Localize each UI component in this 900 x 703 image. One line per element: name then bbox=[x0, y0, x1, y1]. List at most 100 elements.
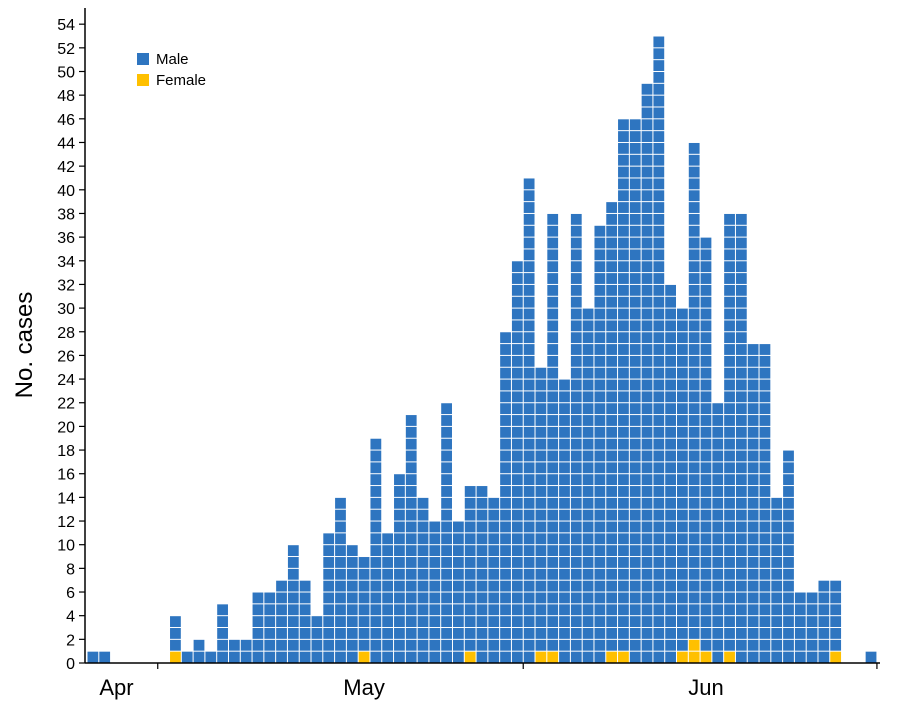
bar-block-male bbox=[735, 592, 747, 604]
bar-block-male bbox=[570, 320, 582, 332]
bar-block-male bbox=[382, 639, 394, 651]
bar-block-male bbox=[582, 415, 594, 426]
y-tick-label: 26 bbox=[57, 348, 75, 365]
bar-block-male bbox=[641, 178, 653, 190]
bar-block-male bbox=[712, 616, 724, 628]
y-tick-label: 22 bbox=[57, 396, 75, 413]
bar-block-male bbox=[523, 628, 535, 639]
bar-block-male bbox=[641, 190, 653, 202]
bar-block-male bbox=[724, 308, 735, 320]
bar-block-male bbox=[700, 415, 712, 426]
bar-block-male bbox=[582, 426, 594, 438]
bar-block-male bbox=[535, 521, 547, 533]
bar-block-male bbox=[783, 545, 794, 557]
bar-block-male bbox=[700, 308, 712, 320]
bar-block-male bbox=[712, 450, 724, 462]
x-month-label: May bbox=[343, 675, 385, 700]
bar-block-male bbox=[441, 462, 452, 474]
bar-block-male bbox=[700, 261, 712, 273]
bar-block-male bbox=[370, 592, 382, 604]
bar-block-male bbox=[771, 521, 783, 533]
bar-block-male bbox=[712, 415, 724, 426]
bar-block-female bbox=[688, 639, 700, 651]
bar-block-male bbox=[700, 367, 712, 379]
bar-block-male bbox=[547, 628, 559, 639]
bar-block-male bbox=[370, 462, 382, 474]
bar-block-male bbox=[570, 415, 582, 426]
bar-block-male bbox=[759, 557, 771, 568]
bar-block-male bbox=[535, 592, 547, 604]
bar-block-male bbox=[606, 628, 618, 639]
bar-block-male bbox=[700, 438, 712, 450]
bar-block-male bbox=[547, 273, 559, 284]
bar-block-male bbox=[500, 604, 511, 616]
bar-block-male bbox=[382, 568, 394, 580]
bar-block-male bbox=[511, 308, 523, 320]
bar-block-male bbox=[547, 509, 559, 521]
bar-block-male bbox=[358, 557, 370, 568]
bar-block-male bbox=[570, 628, 582, 639]
bar-block-male bbox=[582, 308, 594, 320]
bar-block-male bbox=[688, 486, 700, 497]
bar-block-male bbox=[582, 568, 594, 580]
bar-block-male bbox=[700, 557, 712, 568]
bar-block-male bbox=[594, 320, 606, 332]
bar-block-male bbox=[582, 639, 594, 651]
bar-block-male bbox=[794, 616, 806, 628]
bar-block-male bbox=[629, 604, 641, 616]
bar-block-male bbox=[606, 225, 618, 237]
bar-block-male bbox=[618, 332, 629, 344]
bar-block-male bbox=[335, 557, 346, 568]
bar-block-male bbox=[629, 284, 641, 296]
bar-block-male bbox=[394, 509, 405, 521]
bar-block-male bbox=[441, 403, 452, 415]
bar-block-male bbox=[677, 403, 688, 415]
bar-block-male bbox=[641, 438, 653, 450]
bar-block-male bbox=[618, 379, 629, 391]
bar-block-male bbox=[665, 474, 676, 486]
bar-block-male bbox=[618, 474, 629, 486]
bar-block-male bbox=[735, 237, 747, 249]
bar-block-male bbox=[641, 344, 653, 355]
bar-block-male bbox=[747, 367, 759, 379]
bar-block-male bbox=[629, 355, 641, 367]
bar-block-male bbox=[818, 628, 830, 639]
bar-block-male bbox=[488, 592, 500, 604]
bar-block-male bbox=[653, 486, 665, 497]
bar-block-male bbox=[287, 580, 299, 592]
bar-block-male bbox=[452, 521, 464, 533]
bar-block-male bbox=[747, 379, 759, 391]
bar-block-male bbox=[735, 521, 747, 533]
bar-block-male bbox=[629, 344, 641, 355]
bar-block-male bbox=[724, 426, 735, 438]
bar-block-male bbox=[747, 509, 759, 521]
bar-block-male bbox=[629, 202, 641, 213]
bar-block-male bbox=[405, 616, 417, 628]
bar-block-male bbox=[559, 568, 570, 580]
bar-block-male bbox=[523, 474, 535, 486]
bar-block-male bbox=[724, 261, 735, 273]
bar-block-male bbox=[417, 580, 429, 592]
bar-block-male bbox=[382, 533, 394, 545]
bar-block-male bbox=[618, 438, 629, 450]
y-tick-label: 10 bbox=[57, 538, 75, 555]
bar-block-male bbox=[547, 604, 559, 616]
bar-block-male bbox=[712, 568, 724, 580]
bar-block-male bbox=[500, 355, 511, 367]
bar-block-male bbox=[629, 616, 641, 628]
bar-block-male bbox=[735, 438, 747, 450]
bar-block-male bbox=[488, 557, 500, 568]
bar-block-male bbox=[735, 639, 747, 651]
bar-block-male bbox=[759, 592, 771, 604]
bar-block-male bbox=[335, 509, 346, 521]
bar-block-male bbox=[747, 415, 759, 426]
bar-block-male bbox=[523, 261, 535, 273]
bar-block-male bbox=[653, 237, 665, 249]
bar-block-male bbox=[264, 592, 276, 604]
bar-block-male bbox=[618, 415, 629, 426]
bar-block-male bbox=[735, 249, 747, 261]
bar-block-male bbox=[464, 604, 476, 616]
bar-block-male bbox=[358, 592, 370, 604]
bar-block-male bbox=[665, 509, 676, 521]
bar-block-male bbox=[724, 639, 735, 651]
